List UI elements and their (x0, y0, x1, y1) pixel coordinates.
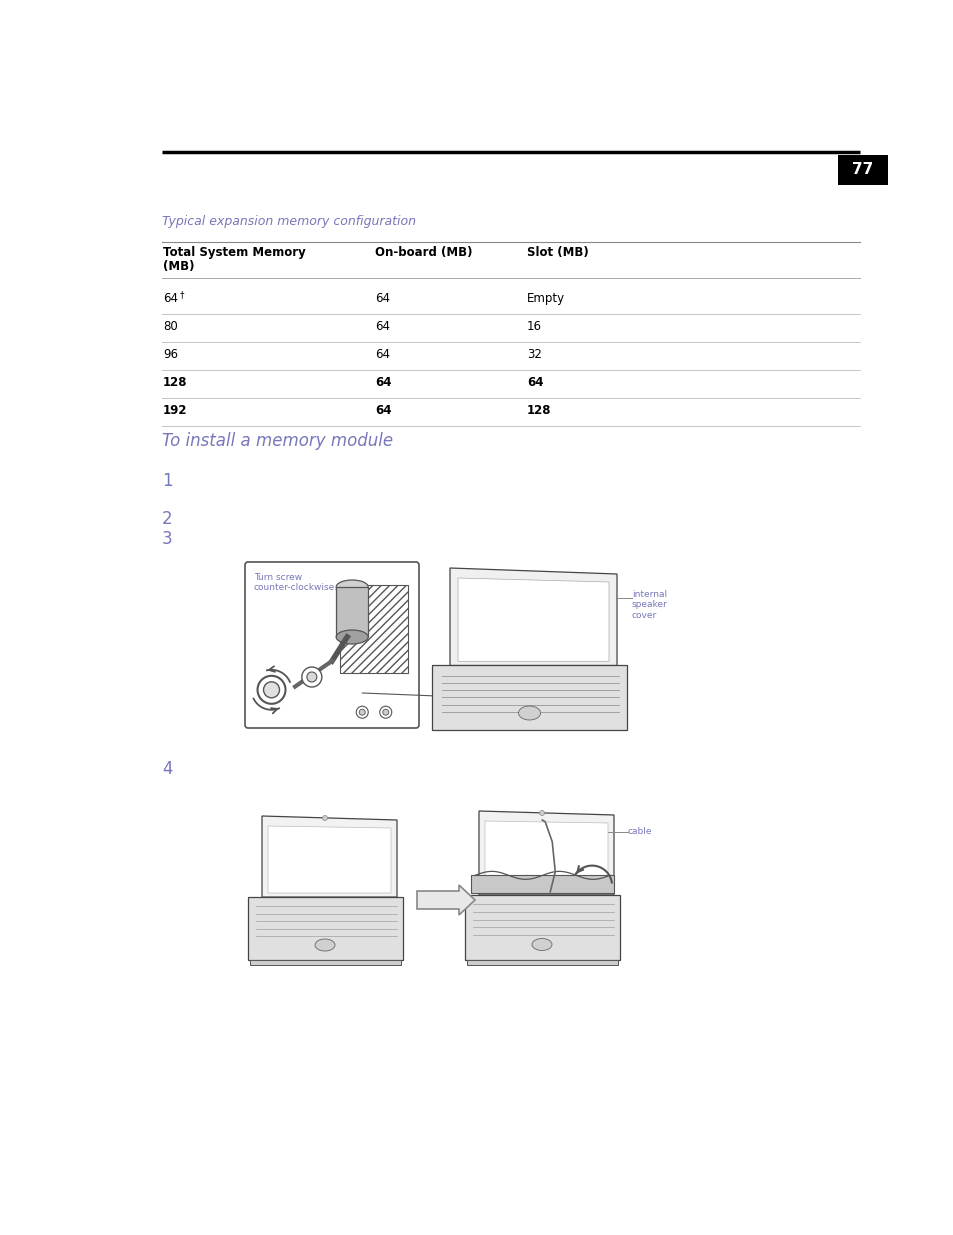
Ellipse shape (359, 709, 365, 715)
FancyBboxPatch shape (245, 562, 418, 727)
Polygon shape (450, 568, 617, 666)
Text: 80: 80 (163, 320, 177, 333)
Polygon shape (248, 897, 402, 960)
Polygon shape (457, 578, 608, 662)
Ellipse shape (335, 580, 368, 594)
Text: cable: cable (627, 827, 652, 836)
Ellipse shape (335, 630, 368, 643)
Text: 64: 64 (375, 320, 390, 333)
Ellipse shape (322, 815, 327, 820)
Bar (467, 960, 618, 965)
Text: 64: 64 (375, 375, 391, 389)
Text: 16: 16 (526, 320, 541, 333)
Text: 32: 32 (526, 348, 541, 361)
Text: 2: 2 (162, 510, 172, 529)
Ellipse shape (314, 939, 335, 951)
Text: (MB): (MB) (163, 261, 194, 273)
Text: †: † (180, 290, 184, 299)
Ellipse shape (263, 682, 279, 698)
Text: 128: 128 (163, 375, 188, 389)
Polygon shape (471, 876, 614, 893)
Polygon shape (262, 816, 396, 897)
Text: 64: 64 (375, 291, 390, 305)
Ellipse shape (518, 706, 540, 720)
Text: 3: 3 (162, 530, 172, 548)
Polygon shape (268, 826, 391, 893)
Text: To install a memory module: To install a memory module (162, 432, 393, 450)
Ellipse shape (307, 672, 316, 682)
Text: Total System Memory: Total System Memory (163, 246, 305, 259)
Ellipse shape (379, 706, 392, 719)
FancyArrow shape (416, 885, 475, 915)
Text: 64: 64 (375, 348, 390, 361)
Text: 4: 4 (162, 760, 172, 778)
Text: 1: 1 (162, 472, 172, 490)
Ellipse shape (355, 706, 368, 719)
Text: Slot (MB): Slot (MB) (526, 246, 588, 259)
Text: Typical expansion memory configuration: Typical expansion memory configuration (162, 215, 416, 228)
Bar (340, 585, 407, 673)
Text: 77: 77 (851, 163, 873, 178)
Polygon shape (484, 821, 607, 890)
Bar (335, 587, 368, 637)
Text: internal
speaker
cover: internal speaker cover (631, 590, 667, 620)
Text: Turn screw
counter-clockwise.: Turn screw counter-clockwise. (253, 573, 337, 593)
Text: On-board (MB): On-board (MB) (375, 246, 472, 259)
Ellipse shape (301, 667, 321, 687)
Text: 128: 128 (526, 404, 551, 417)
Text: 64: 64 (375, 404, 391, 417)
Ellipse shape (257, 676, 285, 704)
Ellipse shape (539, 810, 544, 815)
Bar (250, 960, 400, 965)
Bar (837, 156, 887, 185)
Polygon shape (432, 666, 626, 730)
Ellipse shape (532, 939, 552, 951)
Text: 96: 96 (163, 348, 178, 361)
Polygon shape (464, 895, 619, 960)
Text: Empty: Empty (526, 291, 564, 305)
Text: 64: 64 (163, 291, 178, 305)
Text: 192: 192 (163, 404, 188, 417)
Text: 64: 64 (526, 375, 543, 389)
Ellipse shape (382, 709, 389, 715)
Polygon shape (478, 811, 614, 895)
